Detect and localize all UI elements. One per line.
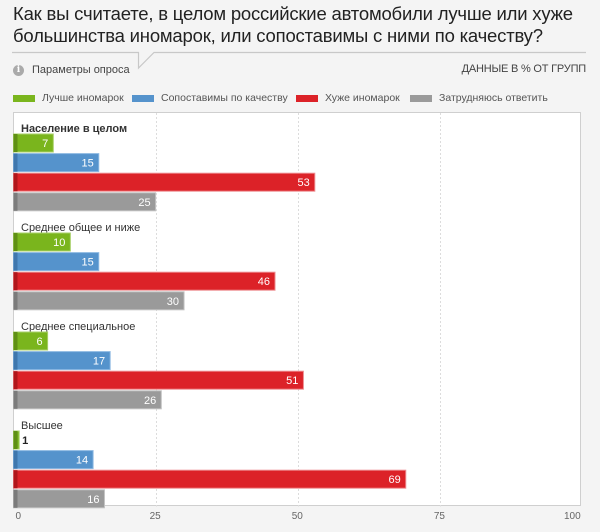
bar-edge-better [13, 134, 18, 152]
legend-item-same[interactable]: Сопоставимы по качеству [132, 92, 288, 104]
survey-params-link[interactable]: i Параметры опроса [13, 63, 130, 77]
value-label: 30 [167, 296, 179, 308]
bar-edge-unsure [13, 291, 18, 310]
value-label: 14 [76, 455, 88, 467]
value-label: 51 [286, 375, 298, 387]
bar-edge-worse [13, 470, 18, 489]
survey-params-label: Параметры опроса [32, 64, 130, 76]
x-tick-label: 75 [433, 511, 445, 522]
bar-edge-same [13, 450, 18, 469]
header-divider [12, 51, 586, 70]
bar-edge-unsure [13, 489, 18, 508]
legend-swatch-better [13, 94, 35, 102]
value-label: 16 [87, 494, 99, 506]
category-label: Население в целом [21, 123, 127, 135]
legend-swatch-same [132, 94, 154, 102]
units-note: ДАННЫЕ В % ОТ ГРУПП [461, 63, 587, 75]
bar-unsure [13, 291, 185, 311]
bar-worse [13, 370, 304, 390]
value-label: 15 [82, 158, 94, 170]
value-label: 46 [258, 276, 270, 288]
bar-edge-worse [13, 272, 18, 291]
chart-title-line-2: большинства иномарок, или сопоставимы с … [13, 25, 543, 46]
info-icon: i [13, 64, 24, 76]
bar-edge-better [13, 332, 18, 350]
chart-title: Как вы считаете, в целом российские авто… [13, 3, 588, 47]
bar-edge-worse [13, 173, 18, 192]
bar-worse [13, 172, 316, 192]
x-tick-label: 0 [15, 511, 22, 522]
x-tick-label: 25 [149, 511, 161, 522]
value-label: 6 [36, 336, 42, 348]
bar-edge-same [13, 351, 18, 370]
value-label: 53 [298, 177, 310, 189]
value-label: 7 [42, 138, 48, 150]
bar-edge-same [13, 252, 18, 271]
bar-worse [13, 271, 276, 291]
value-label: 17 [93, 356, 105, 368]
x-tick-label: 50 [291, 511, 303, 522]
legend-label-better: Лучше иномарок [42, 92, 124, 104]
legend-swatch-worse [296, 94, 318, 102]
category-label: Высшее [21, 420, 63, 432]
value-label: 26 [144, 395, 156, 407]
x-tick-label: 100 [564, 511, 581, 522]
legend-swatch-unsure [410, 94, 432, 102]
value-label: 15 [82, 257, 94, 269]
bar-edge-same [13, 153, 18, 172]
bar-edge-unsure [13, 192, 18, 211]
value-label: 25 [138, 197, 150, 209]
bar-unsure [13, 390, 162, 410]
bar-unsure [13, 192, 157, 212]
value-label: 10 [53, 237, 65, 249]
bar-edge-worse [13, 371, 18, 390]
legend-label-same: Сопоставимы по качеству [161, 92, 288, 104]
chart-title-line-1: Как вы считаете, в целом российские авто… [13, 3, 573, 24]
legend-item-better[interactable]: Лучше иномарок [13, 92, 124, 104]
bar-edge-better [13, 431, 18, 449]
bar-worse [13, 469, 407, 489]
category-label: Среднее специальное [21, 321, 135, 333]
bar-edge-unsure [13, 390, 18, 409]
legend-label-unsure: Затрудняюсь ответить [439, 92, 548, 104]
value-label: 1 [22, 435, 28, 447]
bar-edge-better [13, 233, 18, 251]
legend-item-unsure[interactable]: Затрудняюсь ответить [410, 92, 548, 104]
value-label: 69 [389, 474, 401, 486]
legend-label-worse: Хуже иномарок [325, 92, 400, 104]
category-label: Среднее общее и ниже [21, 222, 140, 234]
legend-item-worse[interactable]: Хуже иномарок [296, 92, 400, 104]
